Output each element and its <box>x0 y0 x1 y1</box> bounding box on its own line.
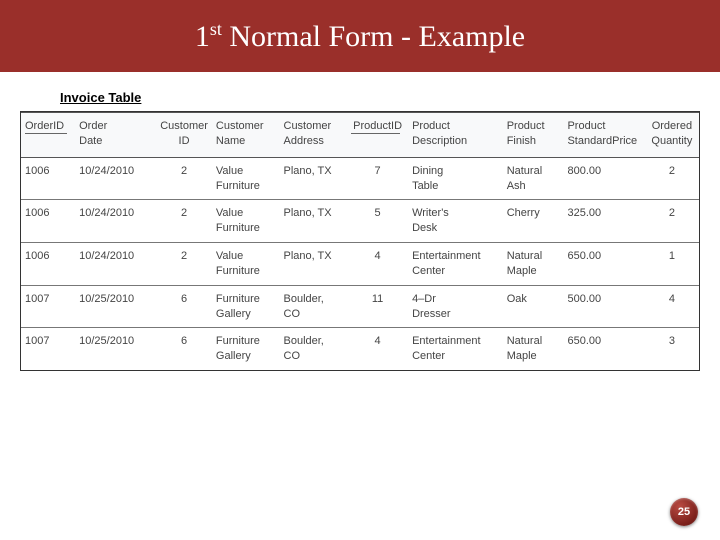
cell: EntertainmentCenter <box>408 243 503 285</box>
title-rest: Normal Form - Example <box>222 20 525 53</box>
slide-header: 1st Normal Form - Example <box>0 0 720 72</box>
col-customerid: CustomerID <box>156 113 212 151</box>
cell: 1007 <box>21 328 75 370</box>
page-title: 1st Normal Form - Example <box>195 19 525 54</box>
col-standardprice: ProductStandardPrice <box>563 113 644 151</box>
cell: EntertainmentCenter <box>408 328 503 370</box>
cell: 1 <box>645 243 699 285</box>
cell: 10/25/2010 <box>75 286 156 328</box>
cell: 4 <box>347 328 408 370</box>
cell: FurnitureGallery <box>212 286 280 328</box>
cell: 650.00 <box>563 243 644 285</box>
cell: 10/25/2010 <box>75 328 156 370</box>
cell: 4 <box>645 286 699 328</box>
cell: 650.00 <box>563 328 644 370</box>
cell: 10/24/2010 <box>75 200 156 242</box>
col-orderedquantity: OrderedQuantity <box>645 113 699 151</box>
page-number: 25 <box>678 506 690 518</box>
cell: 2 <box>156 158 212 200</box>
cell: Plano, TX <box>280 243 348 285</box>
cell: 4 <box>347 243 408 285</box>
col-productdescription: ProductDescription <box>408 113 503 151</box>
cell: FurnitureGallery <box>212 328 280 370</box>
cell: 5 <box>347 200 408 242</box>
cell: Oak <box>503 286 564 328</box>
table-row: 100710/25/20106FurnitureGalleryBoulder,C… <box>21 286 699 328</box>
cell: Writer'sDesk <box>408 200 503 242</box>
cell: 4–DrDresser <box>408 286 503 328</box>
cell: ValueFurniture <box>212 200 280 242</box>
table-row: 100610/24/20102ValueFurniturePlano, TX4E… <box>21 243 699 285</box>
table-head: OrderID OrderDate CustomerID CustomerNam… <box>21 112 699 158</box>
cell: NaturalMaple <box>503 328 564 370</box>
cell: 2 <box>645 158 699 200</box>
cell: 1007 <box>21 286 75 328</box>
cell: 325.00 <box>563 200 644 242</box>
cell: ValueFurniture <box>212 243 280 285</box>
cell: 500.00 <box>563 286 644 328</box>
cell: 10/24/2010 <box>75 243 156 285</box>
col-orderid: OrderID <box>21 113 75 151</box>
invoice-table: OrderID OrderDate CustomerID CustomerNam… <box>21 112 699 370</box>
cell: 7 <box>347 158 408 200</box>
cell: 2 <box>645 200 699 242</box>
col-productfinish: ProductFinish <box>503 113 564 151</box>
table-row: 100610/24/20102ValueFurniturePlano, TX5W… <box>21 200 699 242</box>
cell: 1006 <box>21 243 75 285</box>
cell: Cherry <box>503 200 564 242</box>
col-customername: CustomerName <box>212 113 280 151</box>
table-row: 100610/24/20102ValueFurniturePlano, TX7D… <box>21 158 699 200</box>
title-pre: 1 <box>195 20 210 53</box>
cell: 800.00 <box>563 158 644 200</box>
invoice-table-wrap: OrderID OrderDate CustomerID CustomerNam… <box>20 111 700 371</box>
pk-underline-orderid <box>25 133 67 134</box>
cell: 1006 <box>21 200 75 242</box>
cell: 3 <box>645 328 699 370</box>
cell: 10/24/2010 <box>75 158 156 200</box>
table-row: 100710/25/20106FurnitureGalleryBoulder,C… <box>21 328 699 370</box>
cell: ValueFurniture <box>212 158 280 200</box>
cell: Boulder,CO <box>280 286 348 328</box>
table-body: 100610/24/20102ValueFurniturePlano, TX7D… <box>21 158 699 370</box>
cell: DiningTable <box>408 158 503 200</box>
cell: 1006 <box>21 158 75 200</box>
cell: Plano, TX <box>280 200 348 242</box>
cell: Boulder,CO <box>280 328 348 370</box>
cell: NaturalMaple <box>503 243 564 285</box>
cell: 6 <box>156 286 212 328</box>
table-header-row: OrderID OrderDate CustomerID CustomerNam… <box>21 113 699 151</box>
col-customeraddress: CustomerAddress <box>280 113 348 151</box>
page-number-badge: 25 <box>670 498 698 526</box>
col-productid: ProductID <box>347 113 408 151</box>
cell: Plano, TX <box>280 158 348 200</box>
cell: 2 <box>156 243 212 285</box>
cell: NaturalAsh <box>503 158 564 200</box>
cell: 11 <box>347 286 408 328</box>
cell: 2 <box>156 200 212 242</box>
title-sup: st <box>210 19 222 39</box>
table-caption: Invoice Table <box>60 90 720 105</box>
col-orderdate: OrderDate <box>75 113 156 151</box>
pk-underline-productid <box>351 133 400 134</box>
cell: 6 <box>156 328 212 370</box>
